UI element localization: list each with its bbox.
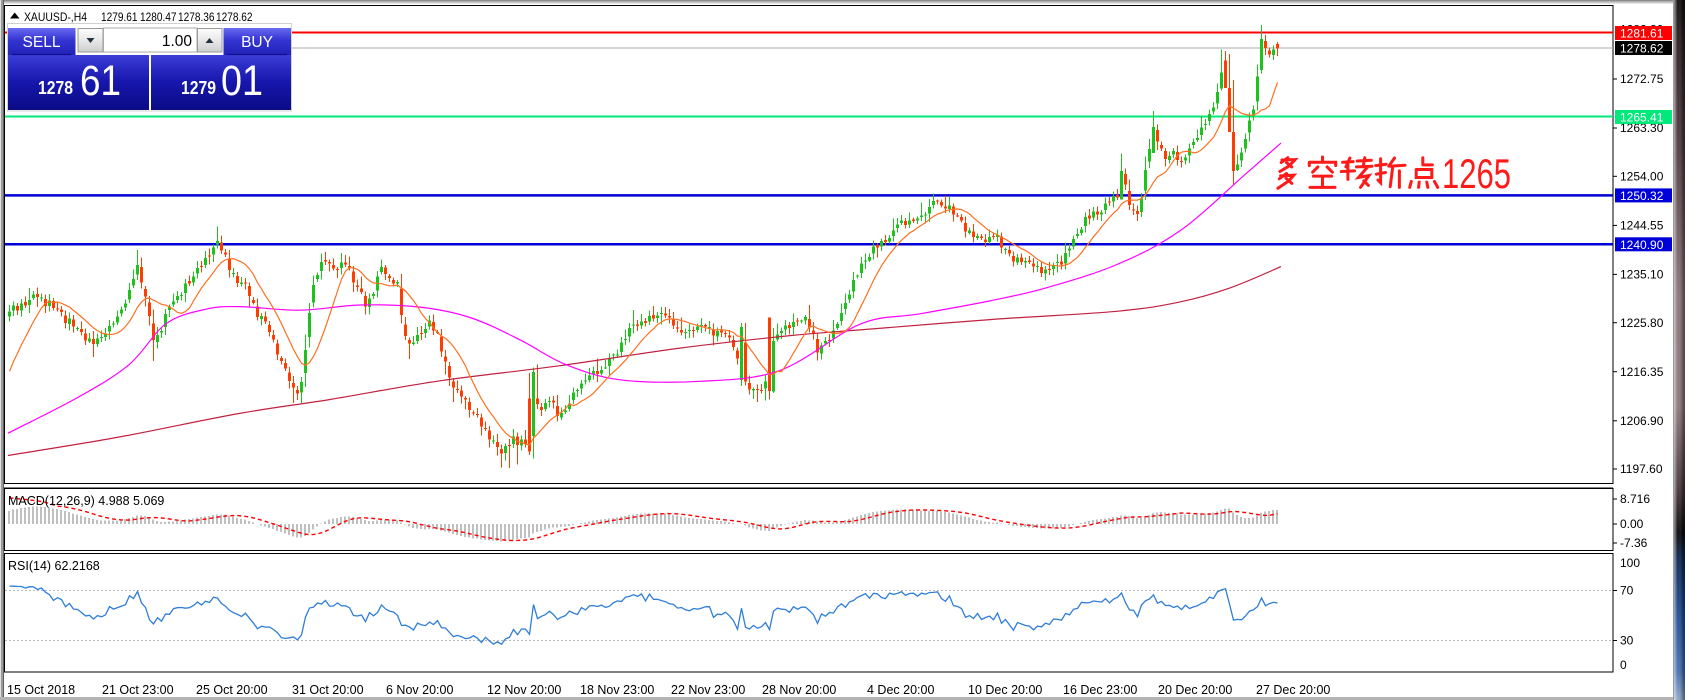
svg-text:6 Nov 20:00: 6 Nov 20:00 xyxy=(386,683,453,697)
svg-text:16 Dec 23:00: 16 Dec 23:00 xyxy=(1063,683,1137,697)
svg-text:1250.32: 1250.32 xyxy=(1620,189,1664,203)
svg-text:1272.75: 1272.75 xyxy=(1620,72,1664,86)
svg-text:SELL: SELL xyxy=(23,34,61,51)
svg-text:0.00: 0.00 xyxy=(1620,517,1644,531)
svg-text:1197.60: 1197.60 xyxy=(1620,462,1663,476)
svg-text:1281.61: 1281.61 xyxy=(1620,27,1664,41)
svg-text:61: 61 xyxy=(80,57,121,105)
svg-text:1278.62: 1278.62 xyxy=(216,10,253,24)
svg-text:RSI(14) 62.2168: RSI(14) 62.2168 xyxy=(8,559,100,573)
svg-text:0: 0 xyxy=(1620,658,1627,672)
svg-text:100: 100 xyxy=(1620,556,1640,570)
svg-text:15 Oct 2018: 15 Oct 2018 xyxy=(7,683,75,697)
svg-text:1265.41: 1265.41 xyxy=(1620,111,1664,125)
svg-text:-7.36: -7.36 xyxy=(1620,536,1648,550)
svg-text:1279: 1279 xyxy=(181,78,216,98)
svg-text:22 Nov 23:00: 22 Nov 23:00 xyxy=(671,683,745,697)
svg-text:BUY: BUY xyxy=(241,34,273,51)
svg-text:1280.47: 1280.47 xyxy=(140,10,177,24)
svg-text:12 Nov 20:00: 12 Nov 20:00 xyxy=(487,683,561,697)
svg-text:8.716: 8.716 xyxy=(1620,492,1650,506)
svg-text:27 Dec 20:00: 27 Dec 20:00 xyxy=(1256,683,1330,697)
svg-text:31 Oct 20:00: 31 Oct 20:00 xyxy=(292,683,364,697)
svg-text:1240.90: 1240.90 xyxy=(1620,238,1664,252)
svg-text:1278: 1278 xyxy=(38,78,73,98)
svg-text:1279.61: 1279.61 xyxy=(101,10,138,24)
svg-text:1265: 1265 xyxy=(1442,150,1511,197)
svg-text:30: 30 xyxy=(1620,634,1634,648)
svg-text:1235.10: 1235.10 xyxy=(1620,268,1664,282)
svg-text:01: 01 xyxy=(221,57,263,105)
svg-text:1244.55: 1244.55 xyxy=(1620,219,1664,233)
svg-text:25 Oct 20:00: 25 Oct 20:00 xyxy=(196,683,268,697)
svg-text:XAUUSD-,H4: XAUUSD-,H4 xyxy=(24,10,87,24)
svg-text:70: 70 xyxy=(1620,584,1634,598)
svg-text:1254.00: 1254.00 xyxy=(1620,170,1664,184)
svg-text:10 Dec 20:00: 10 Dec 20:00 xyxy=(968,683,1042,697)
svg-text:1278.62: 1278.62 xyxy=(1620,42,1664,56)
svg-text:1263.30: 1263.30 xyxy=(1620,121,1664,135)
svg-text:1206.90: 1206.90 xyxy=(1620,414,1664,428)
svg-text:1216.35: 1216.35 xyxy=(1620,365,1664,379)
svg-text:21 Oct 23:00: 21 Oct 23:00 xyxy=(102,683,174,697)
svg-text:20 Dec 20:00: 20 Dec 20:00 xyxy=(1158,683,1232,697)
svg-text:1.00: 1.00 xyxy=(162,33,193,50)
svg-text:28 Nov 20:00: 28 Nov 20:00 xyxy=(762,683,836,697)
svg-text:MACD(12,26,9) 4.988 5.069: MACD(12,26,9) 4.988 5.069 xyxy=(8,494,164,508)
svg-text:18 Nov 23:00: 18 Nov 23:00 xyxy=(580,683,654,697)
svg-text:1278.36: 1278.36 xyxy=(178,10,215,24)
svg-text:4 Dec 20:00: 4 Dec 20:00 xyxy=(867,683,934,697)
svg-text:1225.80: 1225.80 xyxy=(1620,316,1664,330)
